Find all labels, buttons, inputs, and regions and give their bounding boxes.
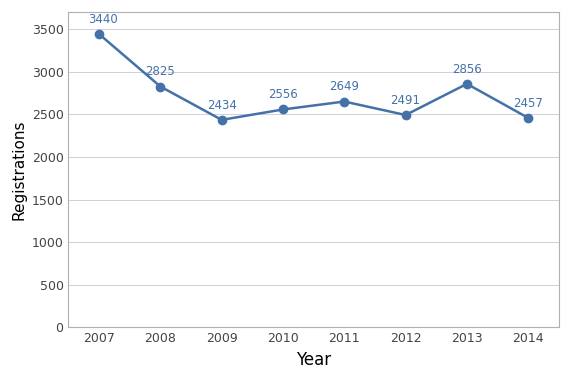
Text: 3440: 3440 [88, 13, 117, 26]
Text: 2457: 2457 [514, 97, 543, 109]
X-axis label: Year: Year [296, 351, 331, 369]
Y-axis label: Registrations: Registrations [11, 119, 26, 220]
Text: 2556: 2556 [268, 88, 298, 101]
Text: 2491: 2491 [390, 94, 421, 107]
Text: 2649: 2649 [329, 80, 359, 93]
Text: 2825: 2825 [145, 65, 175, 78]
Text: 2856: 2856 [452, 63, 482, 76]
Text: 2434: 2434 [207, 98, 237, 112]
